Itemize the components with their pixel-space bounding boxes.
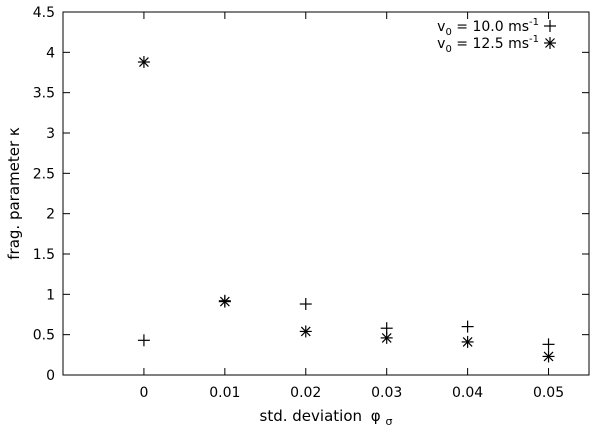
data-point-plus (461, 320, 474, 333)
y-tick-label: 1.5 (33, 247, 55, 263)
y-axis-title: frag. parameter κ (5, 127, 23, 260)
data-point-plus (137, 334, 150, 347)
y-tick-label: 4.5 (33, 5, 55, 21)
y-tick-label: 4 (46, 45, 55, 61)
y-tick-label: 0 (46, 368, 55, 384)
x-axis-title: std. deviation φ σ (260, 407, 393, 428)
plot-frame (62, 11, 590, 376)
x-tick-label: 0 (139, 385, 148, 401)
data-point-plus (542, 338, 555, 351)
y-tick-label: 2.5 (33, 166, 55, 182)
data-point-star (461, 335, 474, 348)
data-series (137, 56, 555, 363)
legend-marker (544, 20, 556, 32)
x-tick-label: 0.02 (290, 385, 321, 401)
legend-label: v0 = 12.5 ms-1 (437, 34, 539, 55)
y-tick-label: 3.5 (33, 86, 55, 102)
legend: v0 = 10.0 ms-1v0 = 12.5 ms-1 (437, 17, 556, 55)
y-tick-label: 2 (46, 207, 55, 223)
data-point-star (218, 295, 231, 308)
y-tick-label: 0.5 (33, 328, 55, 344)
y-tick-label: 3 (46, 126, 55, 142)
x-tick-label: 0.05 (533, 385, 564, 401)
data-point-plus (299, 298, 312, 311)
data-point-star (299, 325, 312, 338)
y-axis: 0 0.5 1 1.5 2 2.5 3 3.5 4 4.5 (33, 5, 589, 384)
x-axis: 0 0.01 0.02 0.03 0.04 0.05 (139, 12, 564, 401)
data-point-star (137, 56, 150, 69)
legend-label: v0 = 10.0 ms-1 (437, 17, 539, 38)
series-2 (137, 56, 555, 363)
x-tick-label: 0.01 (209, 385, 240, 401)
series-1 (137, 294, 555, 351)
data-point-star (380, 331, 393, 344)
x-tick-label: 0.04 (452, 385, 483, 401)
x-tick-label: 0.03 (371, 385, 402, 401)
y-tick-label: 1 (46, 287, 55, 303)
data-point-star (542, 350, 555, 363)
legend-marker (544, 37, 556, 49)
